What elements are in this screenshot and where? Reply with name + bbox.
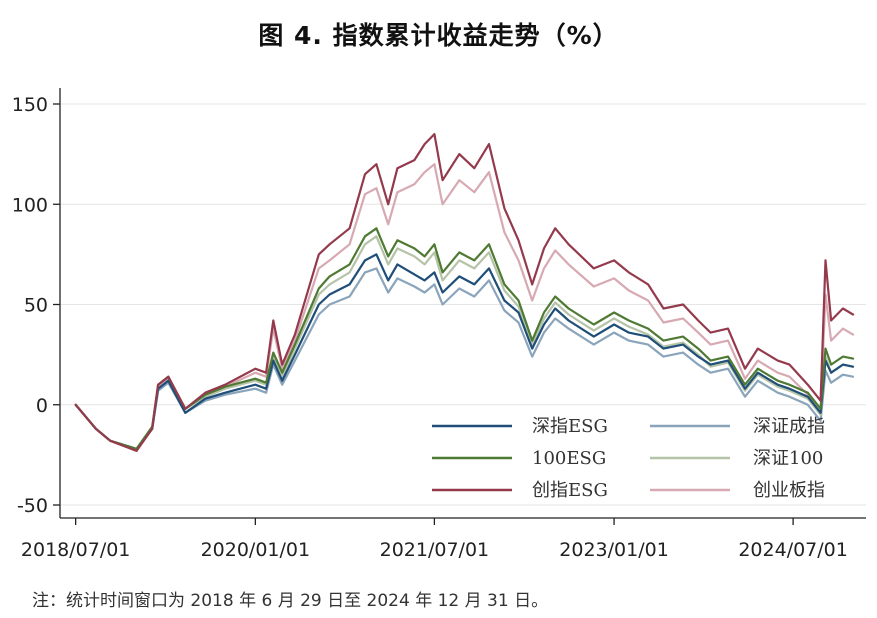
x-tick-label: 2023/01/01	[559, 539, 669, 561]
legend-label: 100ESG	[532, 448, 606, 469]
series-line-2	[74, 267, 855, 450]
y-tick-label: 50	[24, 295, 48, 317]
x-tick-label: 2018/07/01	[21, 539, 131, 561]
gridlines	[61, 103, 866, 506]
legend-label: 深证100	[753, 448, 823, 469]
y-tick-label: -50	[17, 495, 48, 517]
y-tick-label: 150	[12, 94, 48, 116]
x-tick-label: 2020/01/01	[201, 539, 311, 561]
legend-label: 深证成指	[753, 416, 825, 437]
y-tick-label: 100	[12, 194, 48, 216]
chart-note: 注：统计时间窗口为 2018 年 6 月 29 日至 2024 年 12 月 3…	[32, 591, 549, 611]
legend-label: 深指ESG	[532, 416, 608, 437]
series-line-4	[74, 235, 855, 450]
legend: 深指ESG 深证成指 100ESG 深证100 创指ESG 创业板指	[432, 416, 825, 501]
x-tick-label: 2021/07/01	[380, 539, 490, 561]
series-line-3	[74, 227, 855, 450]
axes: -50 0 50 100 150 2018/07/01 2020/01/01 2021/07/…	[12, 88, 866, 561]
y-tick-label: 0	[36, 395, 48, 417]
series-line-1	[74, 253, 855, 450]
series-lines	[74, 133, 855, 452]
chart-title: 图 4. 指数累计收益走势（%）	[258, 21, 619, 50]
legend-label: 创指ESG	[532, 480, 608, 501]
x-tick-label: 2024/07/01	[738, 539, 848, 561]
series-line-5	[74, 133, 855, 452]
legend-label: 创业板指	[753, 480, 825, 501]
